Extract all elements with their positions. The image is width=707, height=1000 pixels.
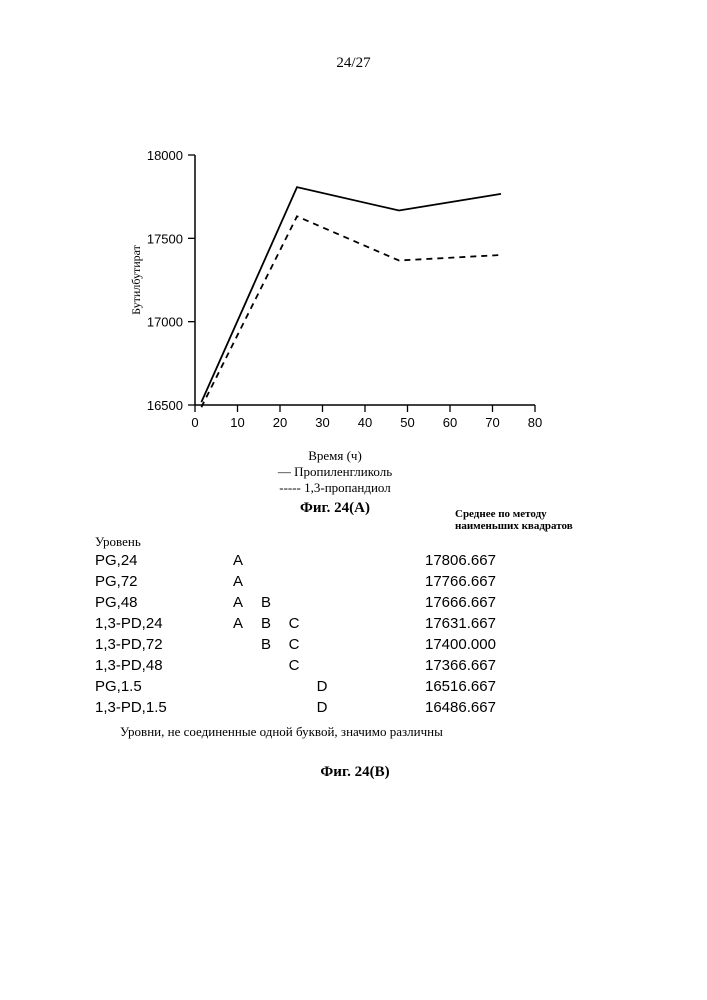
figure-caption-b: Фиг. 24(B) [95, 764, 615, 781]
svg-text:40: 40 [358, 415, 372, 430]
level-cell: 1,3-PD,48 [95, 657, 225, 674]
letters-cell: A [225, 552, 425, 569]
table-row: PG,1.5 D16516.667 [95, 678, 615, 699]
level-cell: PG,1.5 [95, 678, 225, 695]
table-row: PG,48AB 17666.667 [95, 594, 615, 615]
legend-prefix: — [278, 464, 294, 479]
svg-text:60: 60 [443, 415, 457, 430]
letters-cell: D [225, 678, 425, 695]
svg-text:50: 50 [400, 415, 414, 430]
table-row: PG,24A 17806.667 [95, 552, 615, 573]
mean-cell: 17631.667 [425, 615, 575, 632]
table-row: PG,72A 17766.667 [95, 573, 615, 594]
table-header-mean: Среднее по методу наименьших квадратов [455, 508, 605, 532]
level-cell: 1,3-PD,24 [95, 615, 225, 632]
table-header-level: Уровень [95, 534, 141, 550]
page-number: 24/27 [0, 55, 707, 72]
level-cell: PG,48 [95, 594, 225, 611]
legend-label: Пропиленгликоль [294, 464, 392, 479]
table-row: 1,3-PD,48 C 17366.667 [95, 657, 615, 678]
mean-cell: 17806.667 [425, 552, 575, 569]
table-row: 1,3-PD,24ABC 17631.667 [95, 615, 615, 636]
svg-text:18000: 18000 [147, 148, 183, 163]
svg-text:Бутилбутират: Бутилбутират [129, 244, 143, 315]
letters-cell: C [225, 657, 425, 674]
mean-cell: 17400.000 [425, 636, 575, 653]
line-chart: 16500 17000 17500 18000 0 10 20 30 40 50 60 70 80 Бут… [120, 145, 550, 445]
table-row: 1,3-PD,72 BC 17400.000 [95, 636, 615, 657]
mean-cell: 17766.667 [425, 573, 575, 590]
table-body: PG,24A 17806.667PG,72A 17766.667PG,48AB … [95, 552, 615, 720]
letters-cell: D [225, 699, 425, 716]
mean-cell: 16516.667 [425, 678, 575, 695]
svg-text:20: 20 [273, 415, 287, 430]
level-cell: 1,3-PD,72 [95, 636, 225, 653]
svg-text:0: 0 [191, 415, 198, 430]
table-row: 1,3-PD,1.5 D16486.667 [95, 699, 615, 720]
svg-text:80: 80 [528, 415, 542, 430]
chart-xlabel-wrap: Время (ч) — Пропиленгликоль ----- 1,3-пр… [120, 448, 550, 496]
table-note: Уровни, не соединенные одной буквой, зна… [120, 724, 615, 740]
x-axis-label: Время (ч) [120, 448, 550, 464]
letters-cell: A [225, 573, 425, 590]
letters-cell: ABC [225, 615, 425, 632]
mean-cell: 17666.667 [425, 594, 575, 611]
svg-text:70: 70 [485, 415, 499, 430]
chart-section: 16500 17000 17500 18000 0 10 20 30 40 50 60 70 80 Бут… [120, 145, 550, 517]
svg-text:17500: 17500 [147, 231, 183, 246]
svg-text:10: 10 [230, 415, 244, 430]
letters-cell: AB [225, 594, 425, 611]
legend-prefix: ----- [279, 480, 304, 495]
level-cell: PG,72 [95, 573, 225, 590]
svg-text:16500: 16500 [147, 398, 183, 413]
legend-label: 1,3-пропандиол [304, 480, 391, 495]
mean-cell: 17366.667 [425, 657, 575, 674]
level-cell: 1,3-PD,1.5 [95, 699, 225, 716]
level-cell: PG,24 [95, 552, 225, 569]
legend-item-dashed: ----- 1,3-пропандиол [279, 480, 391, 496]
legend-item-solid: — Пропиленгликоль [278, 464, 392, 480]
svg-text:30: 30 [315, 415, 329, 430]
letters-cell: BC [225, 636, 425, 653]
svg-text:17000: 17000 [147, 315, 183, 330]
table-section: Среднее по методу наименьших квадратов У… [95, 520, 615, 781]
mean-cell: 16486.667 [425, 699, 575, 716]
